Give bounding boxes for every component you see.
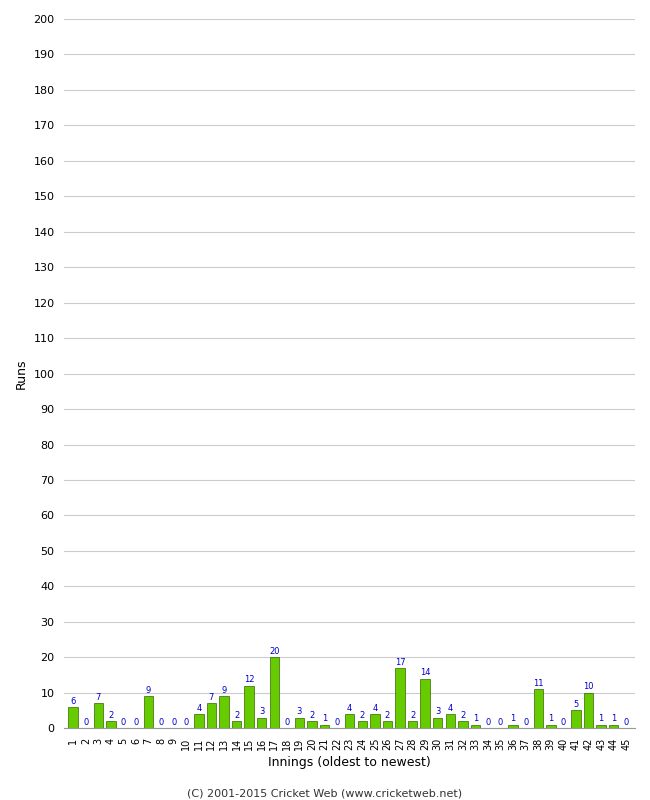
X-axis label: Innings (oldest to newest): Innings (oldest to newest)	[268, 756, 431, 769]
Text: 5: 5	[573, 700, 578, 709]
Text: 2: 2	[309, 710, 315, 720]
Bar	[244, 686, 254, 728]
Bar	[320, 725, 330, 728]
Text: 11: 11	[533, 678, 543, 688]
Bar	[307, 721, 317, 728]
Bar	[534, 690, 543, 728]
Bar	[94, 703, 103, 728]
Text: 1: 1	[599, 714, 604, 723]
Text: 0: 0	[335, 718, 340, 727]
Text: 0: 0	[184, 718, 189, 727]
Bar	[546, 725, 556, 728]
Text: 0: 0	[159, 718, 164, 727]
Text: 4: 4	[372, 704, 378, 713]
Bar	[596, 725, 606, 728]
Text: 6: 6	[70, 697, 76, 706]
Bar	[68, 707, 78, 728]
Text: 3: 3	[297, 707, 302, 716]
Bar	[294, 718, 304, 728]
Text: (C) 2001-2015 Cricket Web (www.cricketweb.net): (C) 2001-2015 Cricket Web (www.cricketwe…	[187, 788, 463, 798]
Text: 2: 2	[460, 710, 465, 720]
Bar	[471, 725, 480, 728]
Text: 1: 1	[611, 714, 616, 723]
Text: 1: 1	[510, 714, 515, 723]
Text: 4: 4	[196, 704, 202, 713]
Text: 2: 2	[109, 710, 114, 720]
Text: 2: 2	[410, 710, 415, 720]
Text: 1: 1	[548, 714, 553, 723]
Text: 17: 17	[395, 658, 406, 666]
Text: 0: 0	[486, 718, 491, 727]
Bar	[571, 710, 580, 728]
Text: 1: 1	[473, 714, 478, 723]
Text: 0: 0	[523, 718, 528, 727]
Bar	[408, 721, 417, 728]
Text: 12: 12	[244, 675, 254, 684]
Bar	[445, 714, 455, 728]
Bar	[219, 696, 229, 728]
Bar	[232, 721, 241, 728]
Bar	[433, 718, 443, 728]
Text: 7: 7	[96, 693, 101, 702]
Text: 0: 0	[121, 718, 126, 727]
Bar	[358, 721, 367, 728]
Text: 0: 0	[133, 718, 138, 727]
Text: 0: 0	[561, 718, 566, 727]
Text: 20: 20	[269, 647, 280, 656]
Text: 1: 1	[322, 714, 327, 723]
Text: 7: 7	[209, 693, 214, 702]
Text: 0: 0	[284, 718, 289, 727]
Text: 0: 0	[623, 718, 629, 727]
Bar	[609, 725, 618, 728]
Bar	[584, 693, 593, 728]
Bar	[257, 718, 266, 728]
Bar	[421, 678, 430, 728]
Bar	[345, 714, 354, 728]
Text: 4: 4	[448, 704, 453, 713]
Text: 4: 4	[347, 704, 352, 713]
Text: 3: 3	[259, 707, 265, 716]
Bar	[207, 703, 216, 728]
Text: 2: 2	[234, 710, 239, 720]
Bar	[194, 714, 203, 728]
Bar	[106, 721, 116, 728]
Bar	[383, 721, 392, 728]
Text: 10: 10	[583, 682, 593, 691]
Text: 14: 14	[420, 668, 430, 677]
Text: 0: 0	[171, 718, 176, 727]
Text: 2: 2	[385, 710, 390, 720]
Text: 9: 9	[146, 686, 151, 695]
Bar	[458, 721, 467, 728]
Text: 0: 0	[498, 718, 503, 727]
Text: 0: 0	[83, 718, 88, 727]
Bar	[370, 714, 380, 728]
Text: 3: 3	[435, 707, 440, 716]
Text: 9: 9	[222, 686, 227, 695]
Bar	[270, 658, 279, 728]
Text: 2: 2	[359, 710, 365, 720]
Bar	[144, 696, 153, 728]
Y-axis label: Runs: Runs	[15, 358, 28, 389]
Bar	[508, 725, 518, 728]
Bar	[395, 668, 405, 728]
